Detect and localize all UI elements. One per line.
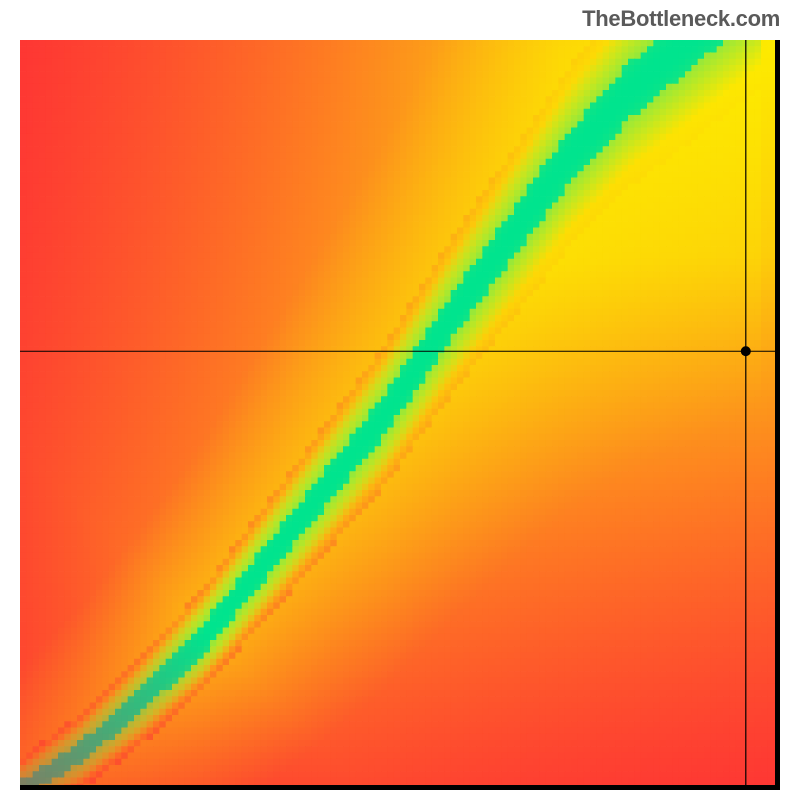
heatmap-plot bbox=[20, 40, 780, 790]
figure-container: TheBottleneck.com bbox=[0, 0, 800, 800]
watermark-text: TheBottleneck.com bbox=[582, 6, 780, 32]
heatmap-canvas bbox=[20, 40, 780, 790]
